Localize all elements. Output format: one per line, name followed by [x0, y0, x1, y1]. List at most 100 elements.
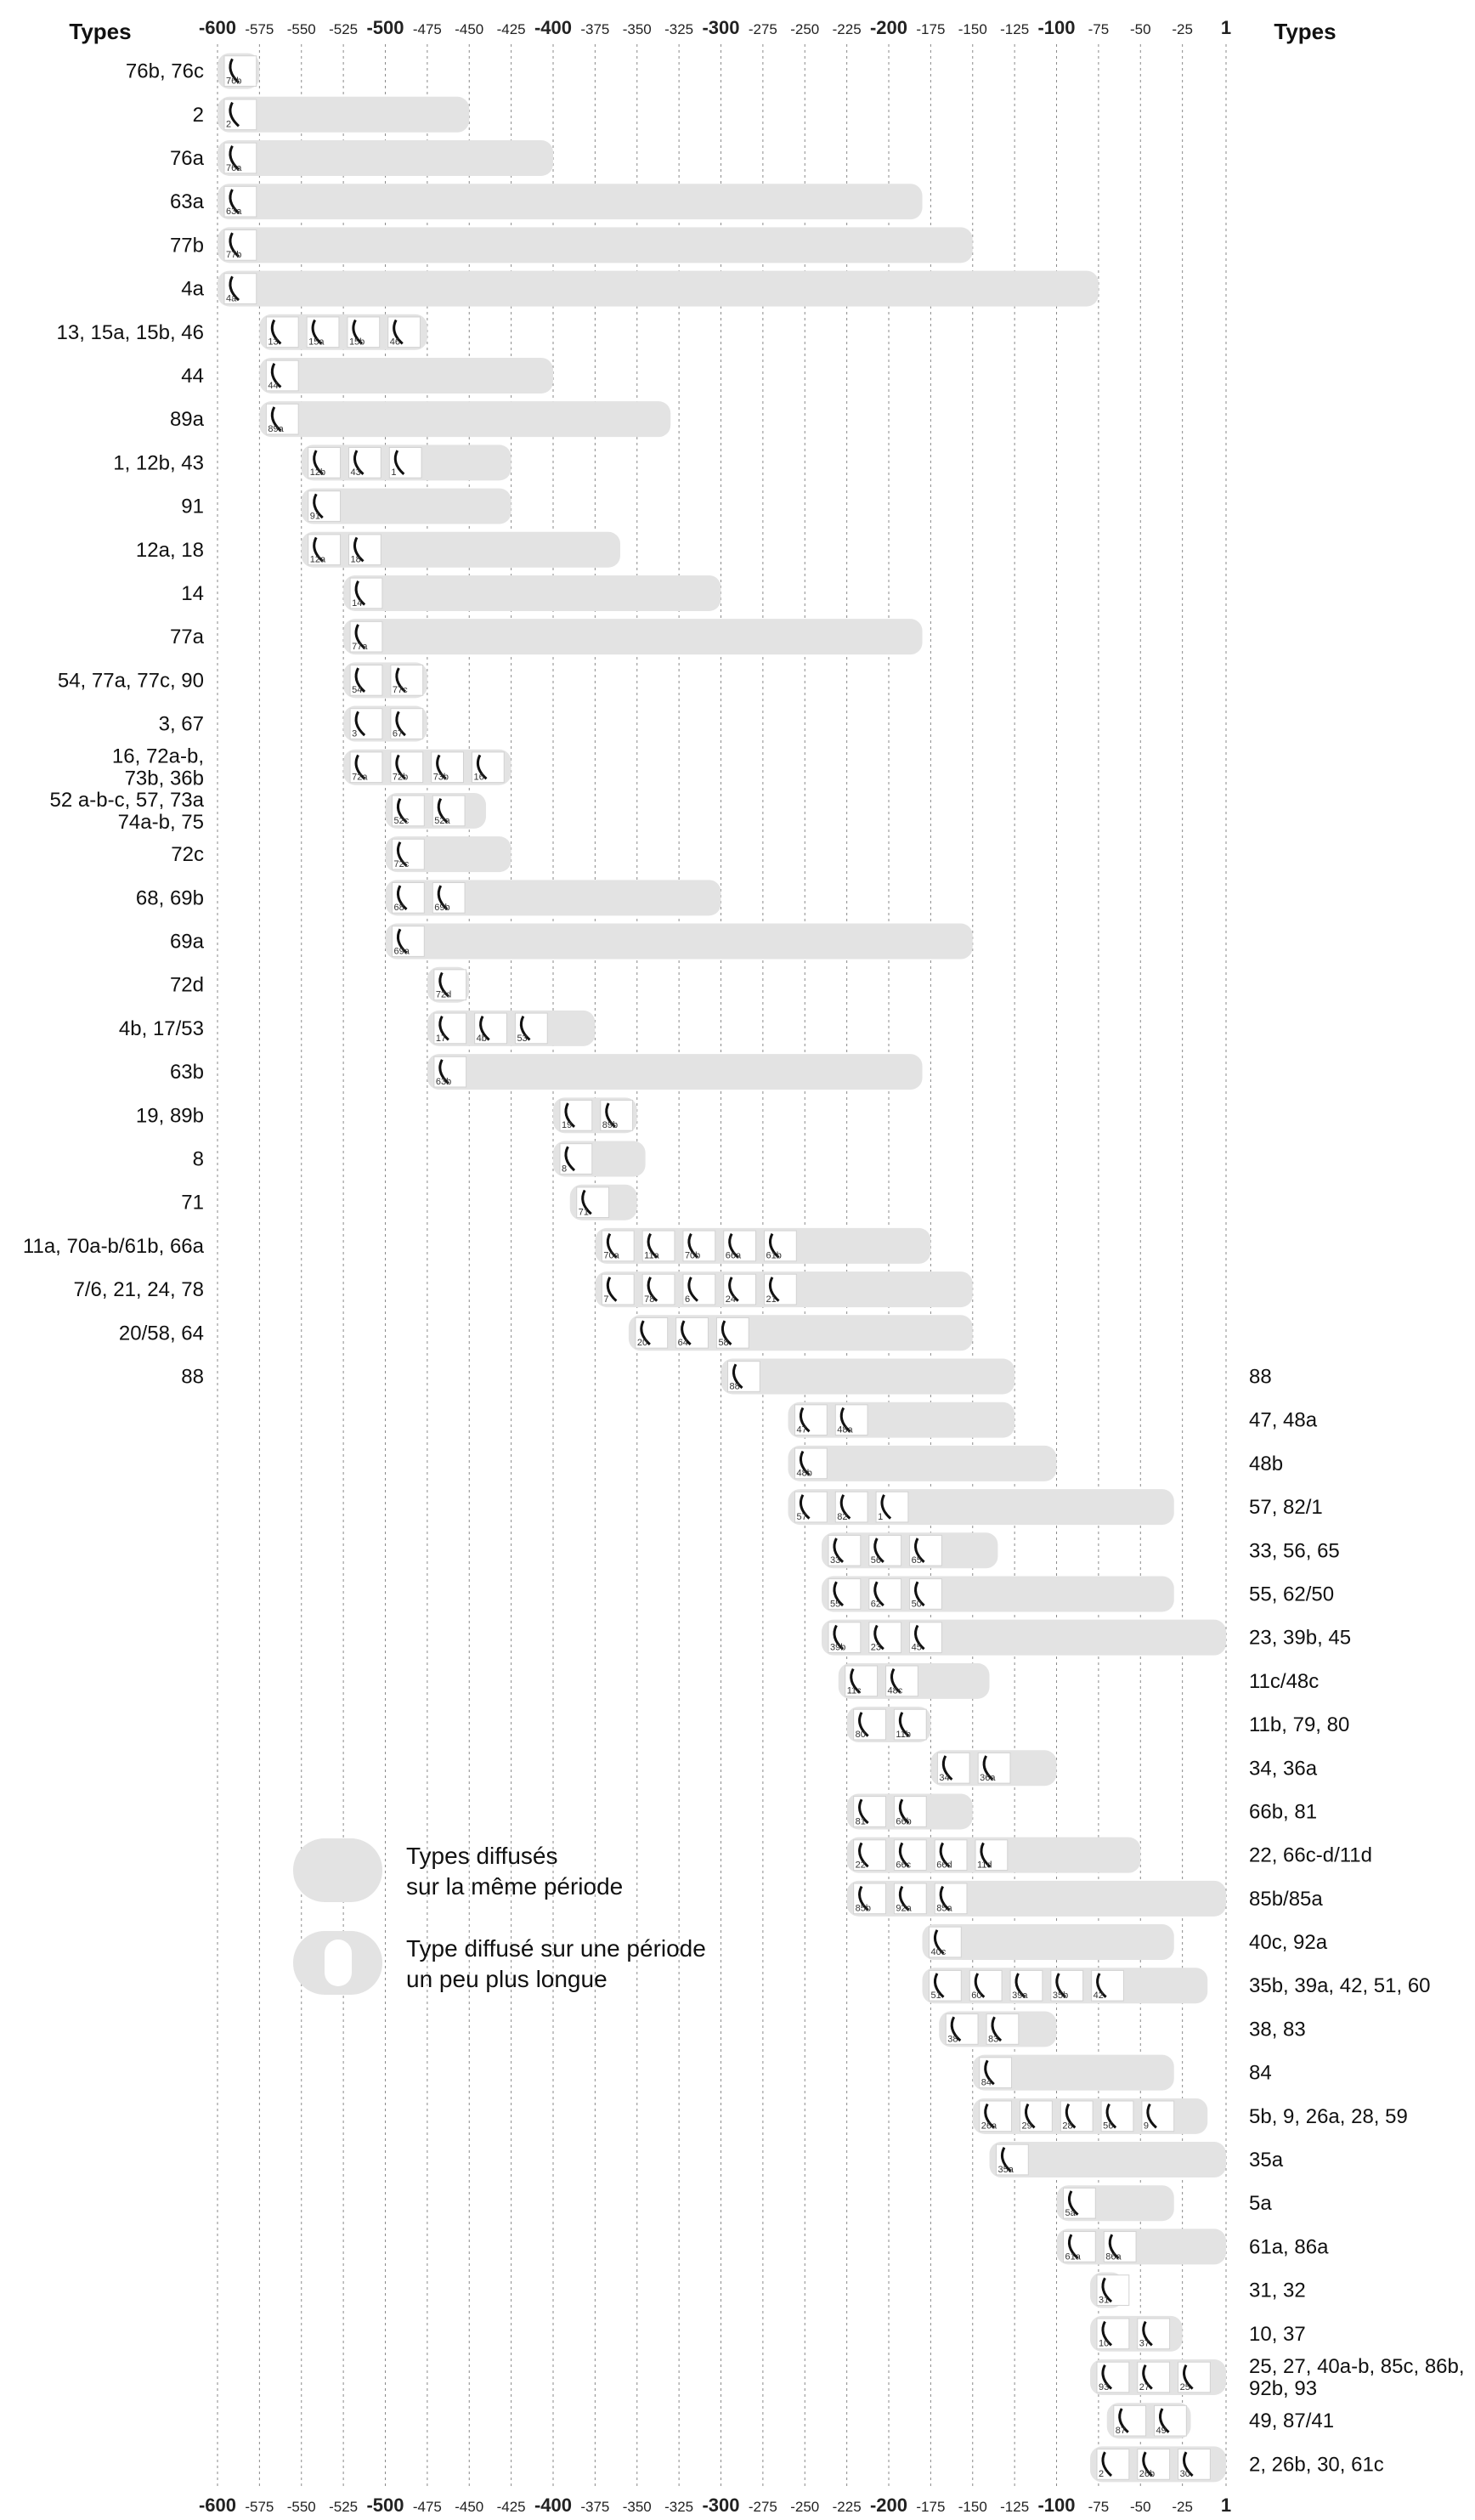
vessel-drawing: 5a — [1063, 2187, 1096, 2219]
left-row-label: 91 — [181, 496, 204, 518]
vessel-type-number: 56 — [1103, 2121, 1113, 2132]
left-row-label: 63b — [170, 1061, 204, 1084]
vessel-type-number: 88 — [730, 1381, 740, 1391]
bottom-tick-label: -525 — [329, 2499, 358, 2515]
right-row-label: 25, 27, 40a-b, 85c, 86b, — [1249, 2355, 1465, 2378]
vessel-drawing: 43 — [348, 447, 381, 479]
vessel-drawing: 52a — [432, 795, 466, 827]
top-tick-label: 1 — [1221, 17, 1231, 38]
vessel-type-number: 4b — [477, 1033, 487, 1044]
bottom-tick-label: -100 — [1037, 2495, 1075, 2516]
vessel-type-number: 56 — [871, 1555, 881, 1566]
right-row-label: 88 — [1249, 1365, 1272, 1388]
right-row-label: 61a, 86a — [1249, 2235, 1329, 2258]
vessel-type-number: 6 — [685, 1294, 690, 1305]
left-row-label: 14 — [181, 582, 204, 605]
vessel-type-number: 29 — [1022, 2121, 1032, 2132]
top-tick-label: -475 — [413, 21, 442, 37]
vessel-type-number: 80 — [856, 1730, 866, 1740]
vessel-drawing: 15b — [347, 316, 381, 348]
vessel-drawing: 7 — [601, 1273, 635, 1305]
left-row-label: 54, 77a, 77c, 90 — [58, 669, 204, 692]
vessel-drawing: 65 — [909, 1534, 942, 1566]
vessel-drawing: 2 — [223, 99, 257, 131]
type-bar — [218, 270, 1099, 307]
right-row-label: 55, 62/50 — [1249, 1583, 1334, 1605]
vessel-drawing: 63b — [433, 1056, 467, 1088]
vessel-type-number: 27 — [1139, 2382, 1150, 2393]
vessel-type-number: 72a — [352, 773, 368, 783]
vessel-type-number: 84 — [981, 2077, 992, 2087]
vessel-drawing: 50 — [909, 1578, 942, 1610]
vessel-type-number: 31 — [1099, 2295, 1109, 2305]
left-row-label: 12a, 18 — [136, 539, 204, 562]
vessel-drawing: 60 — [969, 1969, 1003, 2002]
vessel-drawing: 12a — [308, 534, 342, 566]
left-row-label: 88 — [181, 1365, 204, 1388]
vessel-drawing: 31 — [1096, 2274, 1130, 2306]
right-row-label: 84 — [1249, 2062, 1272, 2085]
vessel-type-number: 39a — [1012, 1991, 1028, 2001]
right-row-label: 5a — [1249, 2192, 1272, 2215]
vessel-drawing: 6 — [682, 1273, 716, 1305]
legend-notched-line-2: un peu plus longue — [406, 1966, 608, 1992]
vessel-drawing: 22 — [853, 1839, 886, 1871]
bottom-tick-label: -250 — [790, 2499, 819, 2515]
bottom-tick-label: -25 — [1172, 2499, 1193, 2515]
vessel-drawing: 14 — [349, 577, 383, 609]
vessel-drawing: 39b — [828, 1622, 862, 1654]
bottom-tick-label: -150 — [958, 2499, 987, 2515]
left-row-label: 52 a-b-c, 57, 73a — [50, 789, 205, 812]
left-row-label: 68, 69b — [136, 886, 204, 909]
left-row-label: 74a-b, 75 — [118, 811, 204, 834]
vessel-drawing: 3 — [349, 708, 383, 739]
vessel-type-number: 63a — [226, 207, 242, 217]
left-row-label: 71 — [181, 1192, 204, 1215]
vessel-drawing: 9 — [1141, 2100, 1175, 2132]
right-row-label: 38, 83 — [1249, 2018, 1306, 2041]
vessel-drawing: 45 — [909, 1622, 942, 1654]
vessel-drawing: 71 — [576, 1186, 610, 1219]
vessel-drawing: 85a — [934, 1883, 968, 1915]
vessel-type-number: 12b — [310, 467, 325, 478]
vessel-type-number: 85a — [936, 1904, 952, 1914]
right-row-label: 48b — [1249, 1453, 1283, 1475]
vessel-drawing: 4b — [474, 1012, 507, 1045]
vessel-type-number: 34 — [939, 1773, 949, 1783]
vessel-drawing: 39a — [1009, 1969, 1043, 2002]
vessel-type-number: 69b — [434, 903, 449, 913]
right-row-label: 40c, 92a — [1249, 1931, 1328, 1954]
top-tick-label: -275 — [749, 21, 777, 37]
left-row-label: 76b, 76c — [126, 60, 204, 83]
bottom-tick-label: -175 — [916, 2499, 945, 2515]
vessel-type-number: 10 — [1099, 2339, 1109, 2349]
vessel-drawing: 8 — [559, 1143, 593, 1175]
vessel-drawing: 52c — [392, 795, 425, 827]
left-row-label: 44 — [181, 365, 204, 388]
type-bar — [301, 488, 511, 524]
legend-solid-swatch — [293, 1838, 382, 1902]
type-bar — [972, 2054, 1174, 2091]
top-tick-label: -300 — [702, 17, 739, 38]
vessel-drawing: 12b — [308, 447, 342, 479]
bottom-tick-label: 1 — [1221, 2495, 1231, 2516]
vessel-type-number: 60 — [971, 1991, 981, 2001]
vessel-drawing: 61b — [764, 1230, 797, 1262]
vessel-type-number: 8 — [562, 1164, 567, 1174]
vessel-type-number: 20 — [637, 1338, 647, 1348]
right-row-label: 34, 36a — [1249, 1757, 1318, 1780]
vessel-drawing: 67 — [390, 708, 424, 739]
vessel-type-number: 76a — [226, 163, 242, 173]
vessel-drawing: 17 — [433, 1012, 467, 1045]
vessel-type-number: 81 — [856, 1816, 866, 1826]
right-row-label: 31, 32 — [1249, 2279, 1306, 2302]
vessel-drawing: 53 — [514, 1012, 548, 1045]
type-bar — [385, 880, 721, 916]
vessel-type-number: 24 — [726, 1294, 736, 1305]
vessel-drawing: 77b — [223, 229, 257, 261]
vessel-type-number: 53 — [517, 1033, 527, 1044]
vessel-type-number: 13 — [268, 337, 278, 348]
vessel-type-number: 38 — [947, 2034, 958, 2044]
top-tick-label: -50 — [1130, 21, 1151, 37]
vessel-type-number: 11b — [896, 1730, 911, 1740]
